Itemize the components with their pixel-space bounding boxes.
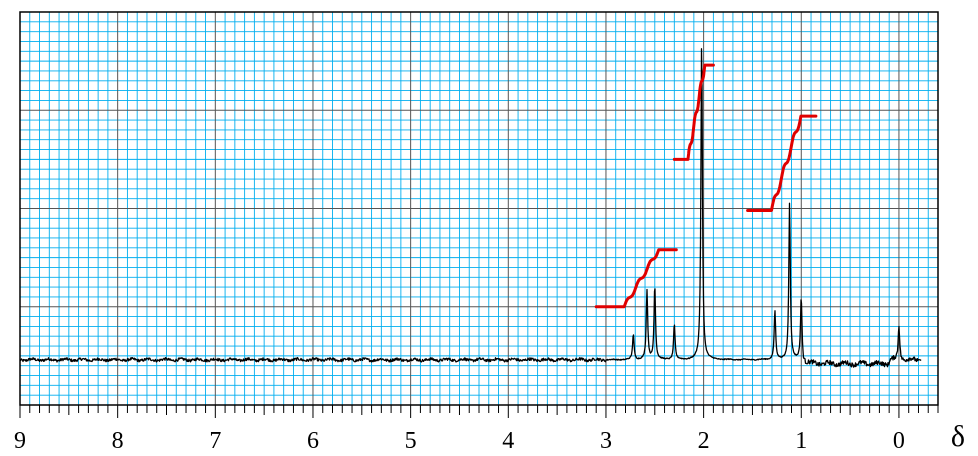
- spectrum-layer: [19, 48, 922, 368]
- x-axis-label: δ: [951, 420, 965, 453]
- x-tick-label: 4: [502, 428, 514, 454]
- x-tick-label: 2: [698, 428, 710, 454]
- x-tick-label: 9: [14, 428, 26, 454]
- integral-curve-3: [746, 114, 818, 212]
- x-tick-label: 8: [112, 428, 124, 454]
- integral-curve-1: [594, 248, 678, 309]
- x-tick-label: 1: [795, 428, 807, 454]
- x-tick-label: 6: [307, 428, 319, 454]
- x-tick-label: 7: [209, 428, 221, 454]
- integral-curve-2: [672, 63, 715, 161]
- integral-curves: [594, 63, 818, 309]
- x-tick-label: 3: [600, 428, 612, 454]
- x-axis-ticks: [19, 405, 939, 418]
- x-tick-label: 5: [405, 428, 417, 454]
- grid-major-lines: [20, 12, 938, 405]
- x-tick-label: 0: [893, 428, 905, 454]
- x-axis-tick-labels: 9 8 7 6 5 4 3 2 1 0: [14, 428, 905, 454]
- spectrum-trace: [19, 48, 922, 368]
